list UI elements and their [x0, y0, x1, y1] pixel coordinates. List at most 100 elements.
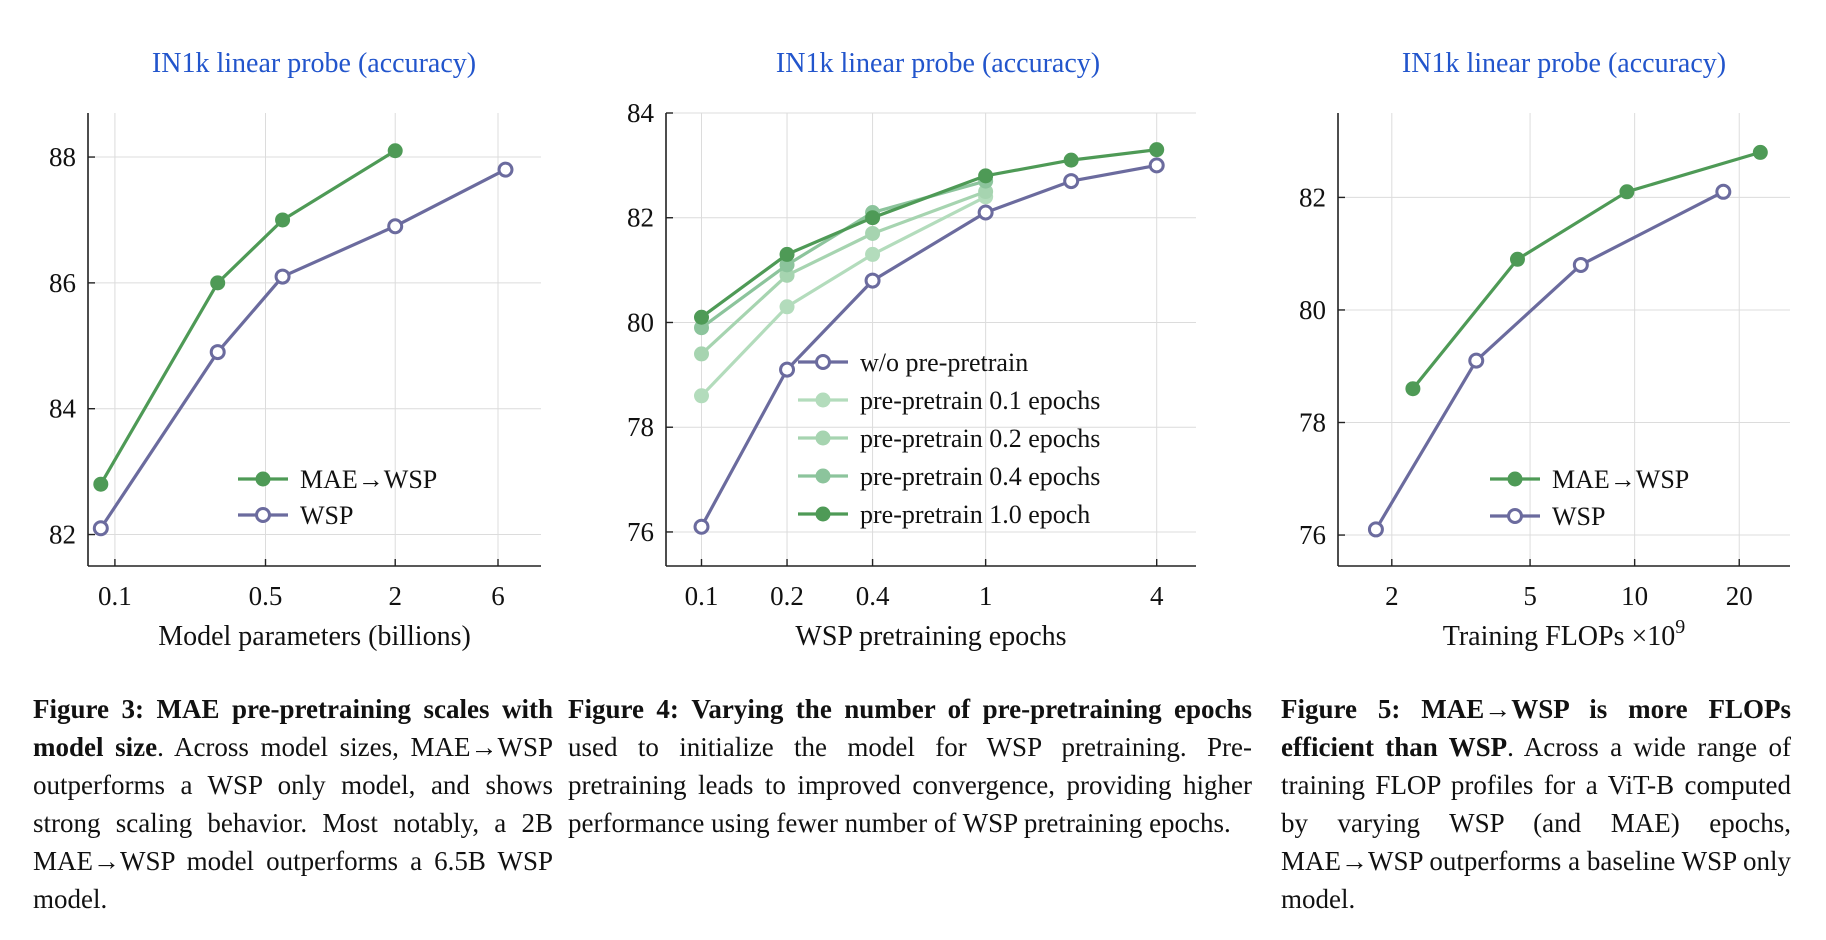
legend: MAE→WSP WSP [238, 465, 437, 530]
legend-label: pre-pretrain 0.4 epochs [860, 462, 1100, 491]
series-line-0 [700, 163, 1157, 528]
data-point [1572, 256, 1589, 273]
chart-panel-fig5: IN1k linear probe (accuracy) 2 5 10 20 76 78 80… [1299, 48, 1790, 652]
chart-title: IN1k linear probe (accuracy) [152, 48, 476, 79]
data-point [1063, 152, 1079, 168]
y-tick-label: 80 [1299, 295, 1326, 325]
data-point [779, 267, 795, 283]
y-tick-label: 86 [49, 268, 76, 298]
data-point [1405, 381, 1421, 397]
y-tick-label: 78 [627, 412, 654, 442]
x-tick-label: 2 [388, 581, 402, 611]
y-tick-label: 76 [627, 517, 654, 547]
chart-title: IN1k linear probe (accuracy) [1402, 48, 1726, 79]
data-point [779, 299, 795, 315]
data-point [1148, 157, 1165, 174]
legend-label: WSP [1552, 502, 1605, 531]
data-point [864, 272, 881, 289]
data-point [210, 275, 226, 291]
y-tick-label: 84 [627, 98, 655, 128]
series-line-1 [1374, 190, 1725, 531]
figure-5-caption-text: . Across a wide range of training FLOP p… [1281, 732, 1791, 914]
legend-label: MAE→WSP [1552, 465, 1689, 494]
x-tick-label: 2 [1385, 581, 1399, 611]
data-point [693, 309, 709, 325]
series-line-0 [99, 149, 397, 486]
y-tick-label: 84 [49, 394, 77, 424]
legend-marker [255, 471, 271, 487]
legend-label: pre-pretrain 0.2 epochs [860, 424, 1100, 453]
x-tick-label: 5 [1523, 581, 1537, 611]
figure-3-caption: Figure 3: MAE pre-pretraining scales wit… [33, 690, 553, 918]
y-tick-label: 82 [49, 520, 76, 550]
data-point [977, 204, 994, 221]
figure-4-bold-title: Varying the number of pre-pretraining ep… [691, 694, 1253, 724]
data-point [693, 518, 710, 535]
series-line-3 [700, 179, 987, 329]
y-tick-label: 82 [1299, 182, 1326, 212]
x-tick-label: 10 [1621, 581, 1648, 611]
data-point [387, 218, 404, 235]
data-point [693, 388, 709, 404]
x-axis-label: WSP pretraining epochs [795, 621, 1066, 652]
figure-4-label: Figure 4: [568, 694, 679, 724]
data-point [693, 320, 709, 336]
x-tick-label: 0.1 [685, 581, 719, 611]
x-tick-label: 0.5 [249, 581, 283, 611]
x-axis-label-exponent: 9 [1675, 616, 1685, 638]
legend-marker [1507, 508, 1523, 524]
data-point [1619, 184, 1635, 200]
chart-title: IN1k linear probe (accuracy) [776, 48, 1100, 79]
data-point [274, 268, 291, 285]
y-tick-label: 88 [49, 142, 76, 172]
data-point [1149, 142, 1165, 158]
legend-label: WSP [300, 501, 353, 530]
data-point [93, 476, 109, 492]
legend-marker [1507, 471, 1523, 487]
legend: MAE→WSP WSP [1490, 465, 1689, 531]
x-axis-label: Model parameters (billions) [158, 621, 471, 652]
chart-panel-fig4: IN1k linear probe (accuracy) 0.1 0.2 0.4 1 4 7… [627, 48, 1196, 652]
legend-label: pre-pretrain 0.1 epochs [860, 386, 1100, 415]
y-tick-label: 76 [1299, 520, 1326, 550]
figure-5-bold-title: MAE→WSP is more FLOPs efficient than WSP [1281, 694, 1791, 762]
series-line-2 [700, 190, 987, 356]
x-tick-label: 6 [491, 581, 505, 611]
data-point [978, 184, 994, 200]
legend-marker [815, 468, 831, 484]
legend: w/o pre-pretrain pre-pretrain 0.1 epochs p… [798, 348, 1100, 529]
y-tick-label: 78 [1299, 408, 1326, 438]
legend-label: w/o pre-pretrain [860, 348, 1028, 377]
data-point [865, 246, 881, 262]
data-point [1715, 183, 1732, 200]
series-line-1 [700, 195, 987, 397]
data-point [1752, 144, 1768, 160]
figure-3-bold-title: MAE pre-pretraining scales with model si… [33, 694, 554, 762]
y-tick-label: 82 [627, 203, 654, 233]
charts-figure: IN1k linear probe (accuracy) 0.1 0.5 2 6 82 84… [49, 48, 1790, 652]
data-point [1468, 352, 1485, 369]
y-tick-label: 80 [627, 307, 654, 337]
legend-marker [815, 430, 831, 446]
data-point [92, 520, 109, 537]
legend-marker [255, 507, 271, 523]
legend-marker [815, 506, 831, 522]
data-point [275, 212, 291, 228]
series-line-0 [1411, 150, 1761, 390]
series-line-4 [700, 148, 1157, 319]
figure-5-caption: Figure 5: MAE→WSP is more FLOPs efficien… [1281, 690, 1791, 918]
x-tick-label: 4 [1150, 581, 1164, 611]
legend-label: MAE→WSP [300, 465, 437, 494]
data-point [865, 225, 881, 241]
data-point [387, 143, 403, 159]
figure-4-caption-text: used to initialize the model for WSP pre… [568, 732, 1252, 838]
data-point [1063, 173, 1080, 190]
legend-marker [815, 392, 831, 408]
x-tick-label: 0.2 [770, 581, 804, 611]
data-point [779, 246, 795, 262]
legend-marker [815, 354, 831, 370]
chart-panel-fig3: IN1k linear probe (accuracy) 0.1 0.5 2 6 82 84… [49, 48, 541, 652]
data-point [1367, 521, 1384, 538]
data-point [978, 168, 994, 184]
figure-3-label: Figure 3: [33, 694, 144, 724]
